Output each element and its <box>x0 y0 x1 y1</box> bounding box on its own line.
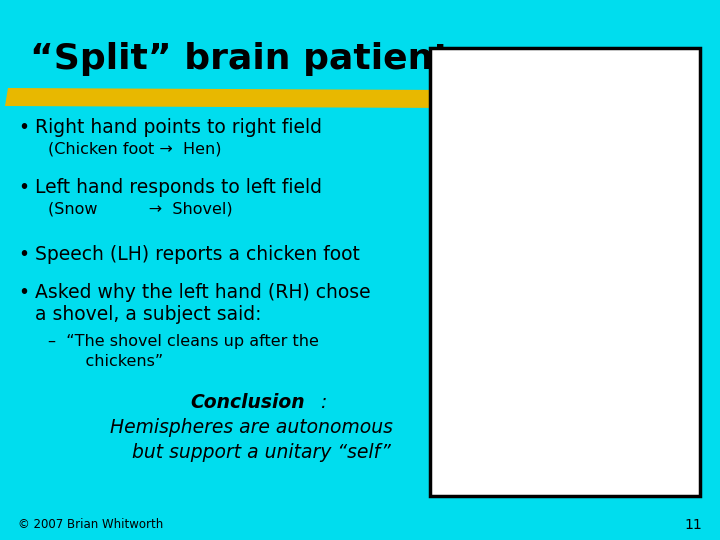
Text: •: • <box>18 245 29 264</box>
Bar <box>430 48 700 496</box>
Text: Left hand responds to left field: Left hand responds to left field <box>35 178 322 197</box>
Text: a shovel, a subject said:: a shovel, a subject said: <box>35 305 261 324</box>
Text: © 2007 Brian Whitworth: © 2007 Brian Whitworth <box>18 518 163 531</box>
Text: chickens”: chickens” <box>65 354 163 369</box>
Text: –  “The shovel cleans up after the: – “The shovel cleans up after the <box>48 334 319 349</box>
Text: Hemispheres are autonomous: Hemispheres are autonomous <box>110 418 393 437</box>
Text: but support a unitary “self”: but support a unitary “self” <box>132 443 391 462</box>
Text: 11: 11 <box>684 518 702 532</box>
Text: (Snow          →  Shovel): (Snow → Shovel) <box>48 202 233 217</box>
Text: •: • <box>18 178 29 197</box>
Text: Speech (LH) reports a chicken foot: Speech (LH) reports a chicken foot <box>35 245 360 264</box>
Text: •: • <box>18 118 29 137</box>
Text: Asked why the left hand (RH) chose: Asked why the left hand (RH) chose <box>35 283 371 302</box>
Text: (Chicken foot →  Hen): (Chicken foot → Hen) <box>48 142 222 157</box>
Text: :: : <box>320 393 326 412</box>
Text: “Split” brain patients: “Split” brain patients <box>30 42 472 76</box>
Text: Conclusion: Conclusion <box>190 393 305 412</box>
Polygon shape <box>5 88 452 108</box>
Text: Right hand points to right field: Right hand points to right field <box>35 118 322 137</box>
Text: •: • <box>18 283 29 302</box>
